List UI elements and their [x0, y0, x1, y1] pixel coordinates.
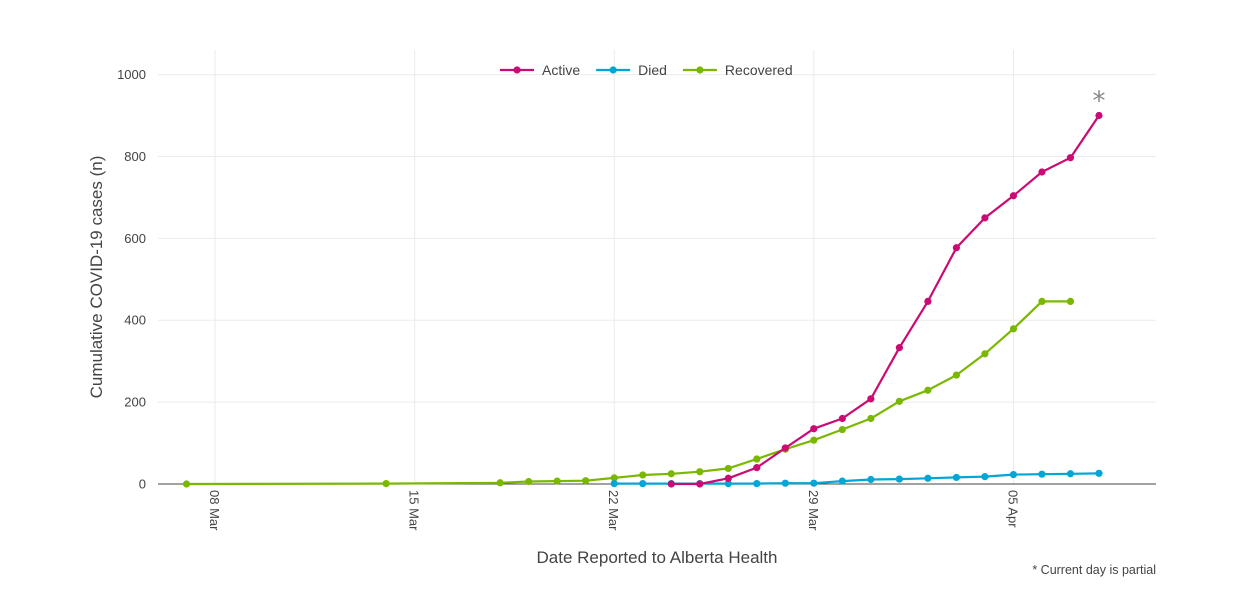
x-tick-label: 15 Mar [407, 490, 422, 531]
data-point-recovered[interactable] [496, 479, 504, 487]
legend-swatch-marker [609, 66, 617, 74]
data-point-recovered[interactable] [924, 386, 932, 394]
legend-swatch-marker [513, 66, 521, 74]
data-point-recovered[interactable] [838, 425, 846, 434]
data-point-recovered[interactable] [1009, 325, 1018, 333]
legend-label: Died [638, 62, 667, 78]
legend-label: Active [542, 62, 580, 78]
data-point-active[interactable] [924, 297, 932, 305]
data-point-died[interactable] [952, 473, 961, 482]
y-tick-label: 800 [124, 149, 146, 164]
data-point-died[interactable] [724, 479, 732, 488]
partial-day-note: * Current day is partial [1032, 563, 1156, 577]
data-point-died[interactable] [810, 479, 818, 487]
y-tick-label: 400 [124, 313, 146, 328]
data-point-died[interactable] [1095, 469, 1103, 477]
y-tick-label: 1000 [117, 67, 146, 82]
data-point-recovered[interactable] [753, 455, 761, 463]
series-recovered [182, 297, 1075, 488]
data-point-active[interactable] [1095, 111, 1103, 120]
y-tick-label: 200 [124, 395, 146, 410]
data-point-recovered[interactable] [667, 470, 675, 478]
legend-label: Recovered [725, 62, 793, 78]
data-point-active[interactable] [724, 474, 732, 482]
data-point-active[interactable] [696, 480, 704, 488]
x-tick-label: 05 Apr [1005, 490, 1020, 528]
data-point-died[interactable] [1038, 470, 1046, 478]
data-point-active[interactable] [1009, 192, 1018, 200]
partial-day-marker: * [1092, 87, 1105, 117]
data-point-died[interactable] [867, 475, 875, 484]
data-point-died[interactable] [1009, 470, 1018, 479]
data-point-active[interactable] [1038, 168, 1046, 176]
data-point-recovered[interactable] [553, 477, 561, 485]
series-line-died [613, 472, 1101, 485]
data-point-died[interactable] [753, 479, 761, 488]
series-line-active [670, 114, 1101, 486]
data-point-died[interactable] [1066, 470, 1075, 478]
data-point-active[interactable] [753, 464, 761, 472]
data-point-died[interactable] [610, 479, 618, 488]
legend-swatch-marker [696, 66, 704, 74]
y-tick-label: 600 [124, 231, 146, 246]
data-point-recovered[interactable] [1066, 297, 1075, 305]
data-point-active[interactable] [667, 480, 675, 488]
series-line-recovered [185, 300, 1072, 486]
data-point-died[interactable] [838, 477, 846, 485]
legend-item-died[interactable]: Died [596, 62, 667, 78]
data-point-active[interactable] [867, 395, 875, 403]
data-point-recovered[interactable] [182, 480, 191, 488]
data-point-recovered[interactable] [696, 468, 704, 476]
data-point-recovered[interactable] [895, 397, 903, 405]
data-point-recovered[interactable] [981, 350, 989, 358]
x-tick-label: 08 Mar [207, 490, 222, 531]
data-point-recovered[interactable] [525, 477, 533, 486]
data-point-died[interactable] [981, 473, 989, 481]
legend: Active Died Recovered [500, 62, 793, 78]
data-point-recovered[interactable] [582, 477, 590, 485]
series-active [667, 111, 1103, 488]
data-point-recovered[interactable] [724, 464, 732, 473]
data-point-died[interactable] [639, 479, 647, 488]
data-point-active[interactable] [981, 214, 989, 222]
data-point-recovered[interactable] [1038, 297, 1046, 305]
y-tick-labels: 0 200 400 600 800 1000 [117, 67, 146, 491]
x-tick-labels: 08 Mar 15 Mar 22 Mar 29 Mar 05 Apr [207, 490, 1020, 531]
legend-item-recovered[interactable]: Recovered [682, 62, 793, 78]
data-point-recovered[interactable] [952, 371, 961, 379]
data-point-active[interactable] [838, 414, 846, 423]
data-point-died[interactable] [781, 479, 789, 487]
x-tick-label: 29 Mar [806, 490, 821, 531]
data-point-active[interactable] [781, 444, 789, 452]
data-point-died[interactable] [895, 475, 903, 483]
y-gridlines [158, 74, 1156, 403]
series-layer [182, 111, 1103, 488]
y-axis-title: Cumulative COVID-19 cases (n) [87, 156, 106, 399]
data-point-died[interactable] [924, 474, 932, 482]
data-point-recovered[interactable] [810, 436, 818, 444]
x-gridlines [214, 50, 1014, 484]
data-point-active[interactable] [810, 425, 818, 433]
data-point-recovered[interactable] [610, 474, 618, 482]
data-point-active[interactable] [952, 244, 961, 252]
y-tick-label: 0 [139, 477, 146, 492]
data-point-active[interactable] [1066, 154, 1075, 162]
data-point-active[interactable] [895, 344, 903, 352]
x-axis-title: Date Reported to Alberta Health [537, 548, 778, 567]
legend-item-active[interactable]: Active [500, 62, 580, 78]
data-point-recovered[interactable] [867, 414, 875, 423]
x-tick-label: 22 Mar [606, 490, 621, 531]
data-point-recovered[interactable] [382, 479, 390, 488]
data-point-recovered[interactable] [639, 471, 647, 479]
